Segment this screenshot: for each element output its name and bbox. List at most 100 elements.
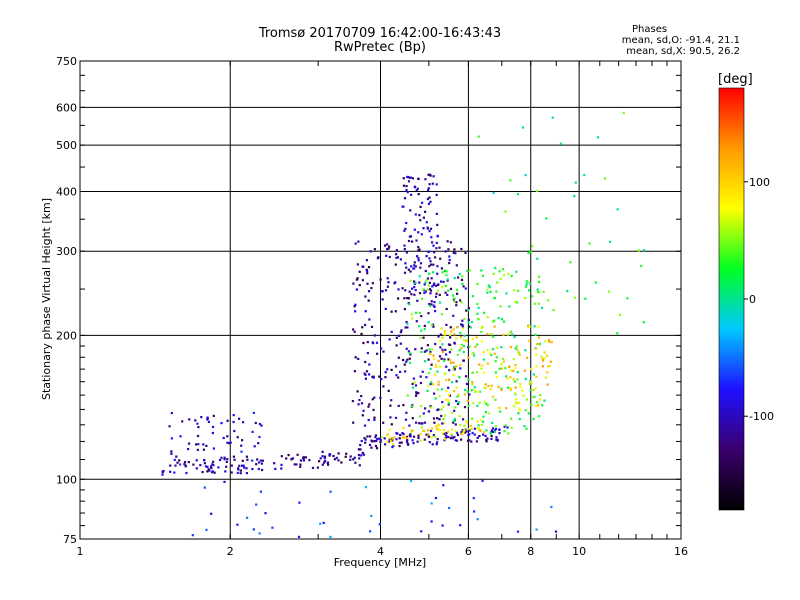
data-point [417,249,420,252]
data-point [459,424,462,427]
data-point [480,330,483,333]
data-point [413,381,416,384]
data-point [440,327,443,330]
data-point [384,371,387,374]
data-point [478,363,481,366]
data-point [405,188,408,192]
data-point [515,346,518,349]
data-point [367,299,370,302]
data-point [299,459,302,462]
data-point [475,371,479,374]
data-point [511,333,514,336]
data-point [441,401,444,404]
data-point [460,343,463,346]
data-point [365,370,369,373]
data-point [185,471,188,475]
data-point [439,333,442,336]
data-point [516,193,520,196]
data-point [212,460,215,463]
data-point [498,432,501,435]
data-point [175,455,178,458]
data-point [426,277,429,280]
data-point [379,440,382,444]
data-point [429,292,432,295]
data-point [544,376,547,379]
data-point [537,404,540,407]
data-point [529,250,532,253]
data-point [498,367,501,370]
data-point [449,348,453,351]
data-point [340,461,343,464]
data-point [403,271,407,274]
data-point [358,398,361,402]
data-point [226,441,229,444]
data-point [490,434,493,437]
data-point [194,419,197,422]
data-point [241,439,244,442]
data-point [432,325,435,328]
data-point [409,353,412,356]
data-point [357,448,360,451]
data-point [452,421,455,424]
data-point [608,240,612,243]
data-point [596,136,600,139]
data-point [173,458,176,461]
data-point [467,321,470,324]
data-point [206,470,209,473]
data-point [430,300,433,303]
data-point [404,436,407,439]
data-point [379,439,382,442]
x-tick-label: 10 [572,545,586,558]
data-point [280,467,283,470]
data-point [454,439,457,442]
data-point [509,376,512,379]
data-point [426,344,429,347]
data-point [496,281,499,284]
data-point [480,367,483,370]
data-point [397,376,400,379]
data-point [299,463,302,466]
data-point [387,281,390,284]
data-point [413,280,416,283]
data-point [427,312,430,315]
data-point [411,386,415,389]
data-point [447,403,450,406]
data-point [362,265,365,268]
data-point [398,444,401,448]
data-point [405,266,408,269]
data-point [530,380,533,384]
data-point [459,524,462,527]
data-point [442,418,445,421]
data-point [516,371,519,374]
data-point [217,466,220,469]
data-point [499,410,502,413]
data-point [395,438,398,441]
data-point [318,460,321,463]
data-point [507,386,510,389]
data-point [410,293,413,296]
data-point [491,427,495,430]
data-point [448,351,451,354]
data-point [446,240,449,243]
data-point [523,425,526,428]
data-point [467,434,470,437]
data-point [461,429,464,432]
data-point [354,303,357,306]
data-point [483,311,486,314]
data-point [430,427,434,430]
data-point [367,290,371,293]
data-point [449,437,452,440]
data-point [212,414,215,417]
data-point [427,173,430,176]
data-point [461,323,464,327]
data-point [206,465,209,468]
data-point [428,281,431,284]
data-point [400,441,403,444]
data-point [442,422,445,425]
data-point [462,418,465,421]
data-point [525,283,528,286]
data-point [542,290,545,293]
data-point [297,535,301,538]
data-point [494,360,497,363]
